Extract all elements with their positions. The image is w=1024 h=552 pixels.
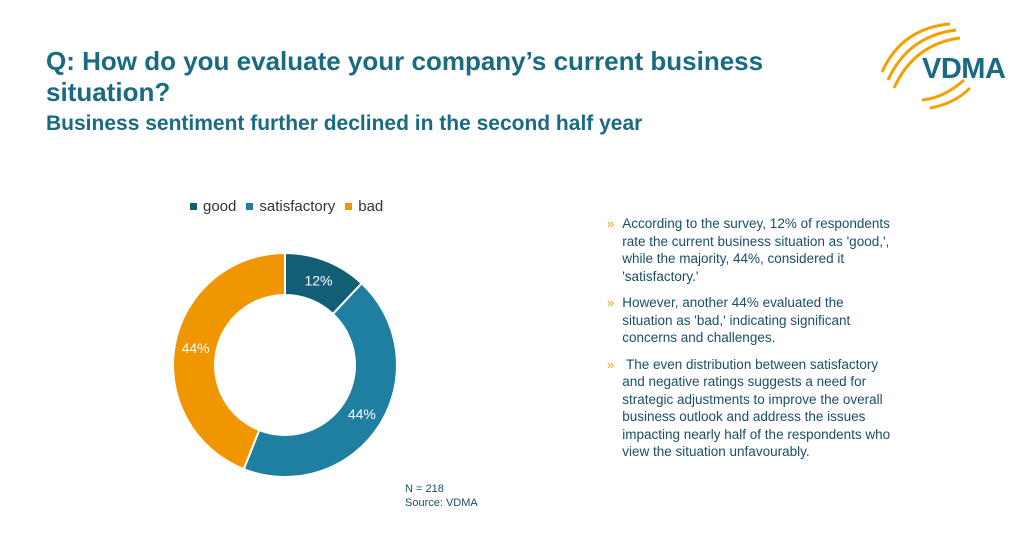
legend-swatch xyxy=(345,203,353,210)
donut-chart: 12% 44% 44% xyxy=(172,251,398,478)
page-title: Q: How do you evaluate your company’s cu… xyxy=(46,46,764,107)
bullet-text: The even distribution between satisfacto… xyxy=(622,356,894,460)
bullet-text: However, another 44% evaluated the situa… xyxy=(622,295,855,345)
vdma-arcs-icon xyxy=(880,22,972,110)
logo-text: VDMA xyxy=(922,53,1006,85)
chevron-bullet-icon: » xyxy=(607,295,615,310)
legend-item-satisfactory: satisfactory xyxy=(246,198,335,215)
summary-bullets: » According to the survey, 12% of respond… xyxy=(607,215,897,470)
legend-label: bad xyxy=(358,198,384,215)
legend-label: satisfactory xyxy=(259,198,336,215)
bullet-item: » According to the survey, 12% of respond… xyxy=(607,215,897,285)
legend-label: good xyxy=(203,198,237,215)
data-label-satisfactory: 44% xyxy=(348,406,376,422)
source-text: Source: VDMA xyxy=(405,497,478,509)
legend-swatch xyxy=(246,203,254,210)
legend-swatch xyxy=(190,203,197,210)
sample-size: N = 218 xyxy=(405,483,444,495)
chevron-bullet-icon: » xyxy=(607,216,615,231)
bullet-item: » The even distribution between satisfac… xyxy=(607,356,897,461)
bullet-item: » However, another 44% evaluated the situ… xyxy=(607,294,897,347)
chart-legend: good satisfactory bad xyxy=(190,198,383,215)
legend-item-bad: bad xyxy=(345,198,383,215)
legend-item-good: good xyxy=(190,198,236,215)
donut-slice-bad xyxy=(172,251,286,471)
data-label-bad: 44% xyxy=(182,340,210,356)
chart-note: N = 218 Source: VDMA xyxy=(405,482,478,510)
vdma-logo: VDMA xyxy=(872,20,1018,112)
data-label-good: 12% xyxy=(304,272,332,288)
page-subtitle: Business sentiment further declined in t… xyxy=(46,112,643,135)
donut-slice-satisfactory xyxy=(242,281,398,478)
bullet-text: According to the survey, 12% of responde… xyxy=(622,216,894,284)
chevron-bullet-icon: » xyxy=(607,356,615,372)
